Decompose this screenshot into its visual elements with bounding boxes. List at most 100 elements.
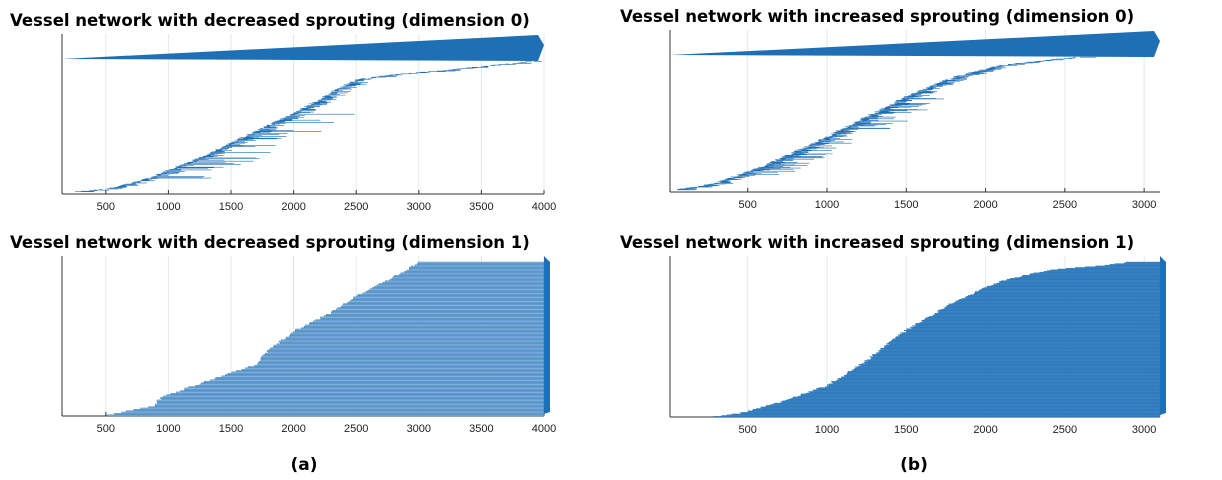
persistence-bar — [309, 323, 545, 326]
x-tick-label: 2500 — [1053, 199, 1077, 211]
persistence-bar — [292, 331, 545, 334]
persistence-bar — [285, 336, 545, 339]
chart-title: Vessel network with decreased sprouting … — [10, 233, 530, 252]
persistence-bar — [371, 287, 545, 289]
persistence-bar — [315, 319, 545, 322]
persistence-bar — [258, 360, 545, 363]
x-tick-label: 4000 — [532, 423, 556, 435]
persistence-bar — [176, 391, 545, 394]
persistence-bar — [265, 352, 545, 355]
plot-area: 500 1000 1500 2000 2500 3000 3500 4000 — [61, 34, 556, 213]
persistence-bar — [184, 389, 545, 391]
persistence-bar — [389, 279, 545, 281]
persistence-bar — [263, 354, 545, 356]
infinite-arrow — [1160, 256, 1166, 415]
x-tick-label: 3000 — [407, 201, 431, 213]
persistence-bar — [204, 381, 545, 383]
persistence-bar — [347, 301, 545, 304]
x-tick-label: 1000 — [156, 423, 180, 435]
persistence-bar — [199, 383, 545, 386]
persistence-bar — [260, 356, 545, 359]
persistence-bar — [303, 326, 545, 328]
persistence-bar — [399, 273, 545, 276]
x-tick-label: 500 — [739, 424, 757, 436]
persistence-bar — [313, 320, 545, 323]
x-tick-label: 1000 — [815, 424, 839, 436]
persistence-bar — [335, 308, 545, 311]
x-tick-label: 1500 — [894, 199, 918, 211]
chart-title: Vessel network with decreased sprouting … — [10, 11, 530, 30]
persistence-bar — [410, 265, 545, 268]
x-tick-label: 3500 — [469, 423, 493, 435]
persistence-bar — [161, 398, 545, 401]
persistence-bar — [331, 312, 545, 315]
x-tick-label: 500 — [739, 199, 757, 211]
persistence-bar — [285, 338, 545, 340]
persistence-bar — [270, 347, 545, 350]
persistence-bar — [404, 271, 545, 273]
persistence-bar — [382, 281, 545, 284]
panel-a-dim0: Vessel network with decreased sprouting … — [10, 11, 556, 213]
x-tick-label: 2500 — [344, 201, 368, 213]
persistence-bar — [215, 376, 545, 379]
persistence-bar — [374, 285, 545, 288]
persistence-bar — [394, 275, 545, 277]
infinite-bar — [62, 35, 544, 61]
persistence-bar — [225, 374, 545, 376]
persistence-bar — [385, 280, 545, 283]
persistence-bar — [133, 409, 545, 411]
caption-a: (a) — [290, 455, 317, 475]
persistence-bar — [369, 288, 545, 291]
persistence-bar — [184, 387, 545, 390]
x-tick-label: 1500 — [219, 423, 243, 435]
persistence-bar — [148, 406, 545, 409]
persistence-bar — [209, 379, 545, 382]
persistence-bar — [245, 367, 545, 370]
persistence-bar — [156, 401, 545, 403]
persistence-bar — [305, 324, 545, 327]
persistence-bar — [337, 307, 545, 309]
persistence-bar — [241, 368, 545, 371]
persistence-bar — [326, 314, 545, 316]
persistence-bar — [349, 300, 545, 303]
persistence-bar — [236, 370, 545, 372]
persistence-bar — [343, 303, 545, 305]
persistence-bar — [221, 375, 545, 378]
persistence-bar — [260, 358, 545, 360]
persistence-bar — [367, 289, 545, 292]
x-tick-label: 1000 — [156, 201, 180, 213]
persistence-bar — [1125, 261, 1161, 263]
x-tick-label: 3000 — [1132, 199, 1156, 211]
persistence-bar — [163, 395, 545, 398]
persistence-bar — [376, 284, 545, 287]
persistence-bar — [391, 277, 545, 280]
persistence-bar — [195, 385, 545, 387]
persistence-bar — [260, 359, 545, 362]
persistence-bar — [416, 263, 545, 265]
persistence-bar — [289, 335, 545, 338]
x-tick-label: 3000 — [407, 423, 431, 435]
x-tick-label: 2500 — [1053, 424, 1077, 436]
persistence-bar — [280, 342, 545, 344]
persistence-bar — [140, 407, 545, 410]
persistence-bar — [154, 403, 545, 406]
persistence-bar — [281, 339, 545, 342]
persistence-bar — [295, 328, 545, 331]
x-tick-label: 2000 — [973, 424, 997, 436]
persistence-bar — [295, 330, 545, 332]
persistence-bar — [320, 316, 545, 319]
x-tick-label: 500 — [97, 423, 115, 435]
x-tick-label: 4000 — [532, 201, 556, 213]
persistence-bar — [362, 292, 545, 295]
x-tick-label: 3000 — [1132, 424, 1156, 436]
persistence-bar — [409, 267, 545, 269]
persistence-bar — [392, 276, 545, 279]
x-tick-label: 500 — [97, 201, 115, 213]
persistence-bar — [268, 348, 545, 351]
plot-area: 500 1000 1500 2000 2500 3000 — [669, 30, 1160, 211]
x-tick-label: 2000 — [973, 199, 997, 211]
persistence-bar — [417, 261, 545, 264]
persistence-bar — [247, 366, 545, 368]
persistence-bar — [406, 269, 545, 272]
